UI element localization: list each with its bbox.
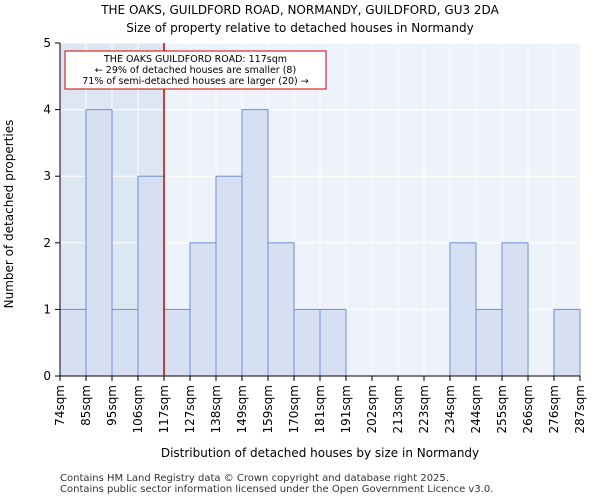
x-tick-label-1: 85sqm — [79, 385, 93, 426]
annotation-line-2: 71% of semi-detached houses are larger (… — [82, 76, 309, 87]
x-tick-label-11: 191sqm — [339, 385, 353, 433]
x-tick-label-6: 138sqm — [209, 385, 223, 433]
x-tick-label-20: 287sqm — [573, 385, 587, 433]
x-tick-label-2: 95sqm — [105, 385, 119, 426]
x-tick-label-10: 181sqm — [313, 385, 327, 433]
y-tick-label-1: 1 — [43, 302, 51, 316]
bar-19 — [553, 308, 581, 377]
x-tick-label-5: 127sqm — [183, 385, 197, 433]
x-tick-label-9: 170sqm — [287, 385, 301, 433]
x-tick-label-12: 202sqm — [365, 385, 379, 433]
y-tick-label-3: 3 — [43, 169, 51, 183]
annotation-line-0: THE OAKS GUILDFORD ROAD: 117sqm — [103, 54, 287, 65]
bar-15 — [449, 242, 477, 377]
bar-1 — [85, 109, 113, 377]
x-tick-label-19: 276sqm — [547, 385, 561, 433]
bar-8 — [267, 242, 295, 377]
chart-subtitle: Size of property relative to detached ho… — [126, 21, 473, 35]
x-tick-label-15: 234sqm — [443, 385, 457, 433]
annotation-line-1: ← 29% of detached houses are smaller (8) — [95, 65, 296, 76]
footer-line-2: Contains public sector information licen… — [60, 484, 494, 495]
annotation-box — [64, 50, 327, 90]
footer-line-1: Contains HM Land Registry data © Crown c… — [60, 473, 449, 484]
x-tick-label-4: 117sqm — [157, 385, 171, 433]
bar-17 — [501, 242, 529, 377]
bar-16 — [475, 308, 503, 377]
x-tick-label-8: 159sqm — [261, 385, 275, 433]
x-axis-label: Distribution of detached houses by size … — [161, 446, 479, 460]
x-tick-label-7: 149sqm — [235, 385, 249, 433]
bar-7 — [241, 109, 269, 377]
bar-6 — [215, 175, 243, 377]
bar-2 — [111, 308, 139, 377]
bar-0 — [59, 308, 87, 377]
x-tick-label-17: 255sqm — [495, 385, 509, 433]
x-tick-label-13: 213sqm — [391, 385, 405, 433]
bar-4 — [163, 308, 191, 377]
bar-9 — [293, 308, 321, 377]
y-tick-label-4: 4 — [43, 103, 51, 117]
bar-5 — [189, 242, 217, 377]
x-tick-label-18: 266sqm — [521, 385, 535, 433]
x-tick-label-3: 106sqm — [131, 385, 145, 433]
chart-title: THE OAKS, GUILDFORD ROAD, NORMANDY, GUIL… — [100, 3, 499, 17]
x-tick-label-0: 74sqm — [53, 385, 67, 426]
y-tick-label-5: 5 — [43, 36, 51, 50]
x-tick-label-16: 244sqm — [469, 385, 483, 433]
plot-area: 0 1 2 3 4 5 74sqm 85sqm 95sqm 106sqm 117sqm 127sqm 1… — [43, 36, 587, 433]
y-axis-label: Number of detached properties — [2, 120, 16, 309]
bar-10 — [319, 308, 347, 377]
y-tick-label-2: 2 — [43, 236, 51, 250]
x-tick-label-14: 223sqm — [417, 385, 431, 433]
bar-3 — [137, 175, 165, 377]
y-tick-label-0: 0 — [43, 369, 51, 383]
